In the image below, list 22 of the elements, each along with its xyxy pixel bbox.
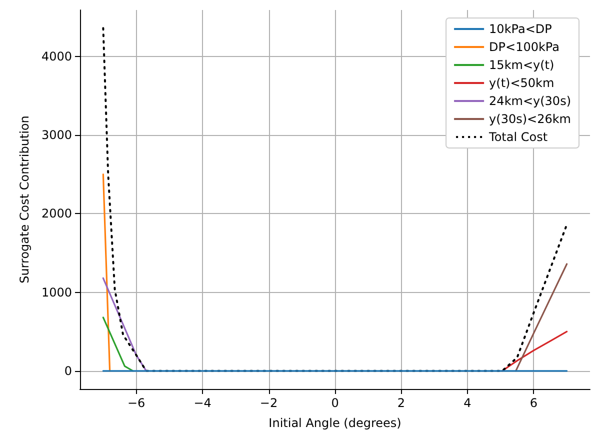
legend-label: Total Cost bbox=[488, 130, 548, 144]
x-tick-label: 4 bbox=[464, 396, 472, 410]
y-tick-label: 3000 bbox=[41, 128, 72, 142]
x-axis-title: Initial Angle (degrees) bbox=[268, 416, 402, 430]
legend-label: 24km<y(30s) bbox=[489, 94, 572, 108]
x-tick-label: 0 bbox=[331, 396, 339, 410]
x-tick-label: 2 bbox=[397, 396, 406, 410]
y-tick-label: 4000 bbox=[41, 49, 72, 64]
x-tick-label: −4 bbox=[194, 396, 212, 410]
line-series bbox=[515, 263, 568, 372]
legend-label: y(30s)<26km bbox=[489, 112, 572, 126]
x-tick-label: −2 bbox=[260, 396, 278, 410]
legend-label: y(t)<50km bbox=[489, 76, 554, 90]
y-tick-label: 2000 bbox=[41, 206, 72, 221]
legend-label: 10kPa<DP bbox=[489, 22, 552, 36]
x-tick-label: 6 bbox=[530, 396, 538, 410]
y-axis-title: Surrogate Cost Contribution bbox=[18, 116, 32, 284]
y-tick-label: 0 bbox=[64, 364, 72, 378]
y-tick-label: 1000 bbox=[41, 285, 72, 300]
legend-label: 15km<y(t) bbox=[489, 58, 554, 72]
legend-label: DP<100kPa bbox=[489, 40, 560, 54]
x-tick-label: −6 bbox=[127, 396, 146, 410]
